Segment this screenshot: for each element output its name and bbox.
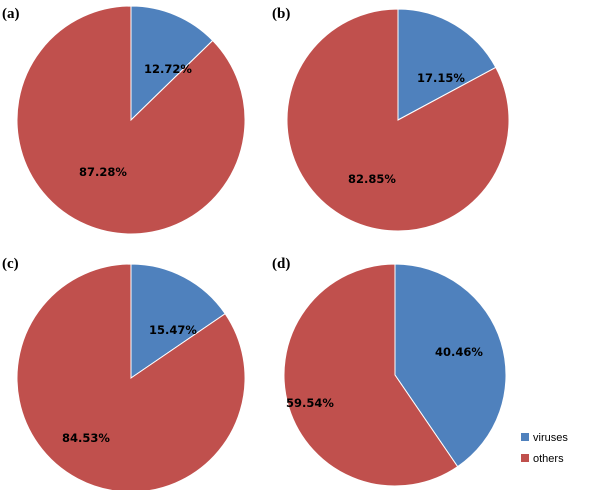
legend-label-viruses: viruses: [533, 432, 568, 444]
pie-a-slice-others: [16, 5, 246, 235]
panel-c: (c) 15.47% 84.53%: [2, 256, 246, 490]
pie-a-label-viruses: 12.72%: [144, 62, 192, 76]
pie-b-slice-others: [286, 8, 510, 232]
pie-d-label-others: 59.54%: [286, 396, 334, 410]
panel-d-label: (d): [272, 256, 290, 272]
pie-c-slice-others: [16, 263, 246, 490]
legend-swatch-viruses: [521, 433, 529, 441]
panel-b-label: (b): [272, 6, 290, 22]
panel-c-label: (c): [2, 256, 19, 272]
legend-label-others: others: [533, 453, 564, 465]
legend: viruses others: [521, 432, 568, 465]
panel-b: (b) 17.15% 82.85%: [272, 6, 510, 232]
pie-d-slice-viruses: [394, 263, 507, 468]
pie-c-label-viruses: 15.47%: [149, 323, 197, 337]
legend-swatch-others: [521, 454, 529, 462]
pie-d-label-viruses: 40.46%: [435, 345, 483, 359]
pie-b-label-others: 82.85%: [348, 172, 396, 186]
panel-a-label: (a): [2, 6, 20, 22]
pie-b-label-viruses: 17.15%: [417, 71, 465, 85]
pie-c: 15.47% 84.53%: [16, 263, 246, 490]
pie-a-label-others: 87.28%: [79, 165, 127, 179]
pie-a: 12.72% 87.28%: [16, 5, 246, 235]
pie-c-label-others: 84.53%: [62, 431, 110, 445]
pie-a-slice-viruses: [130, 5, 214, 122]
pie-b-slice-viruses: [397, 8, 497, 121]
pie-d-slice-others: [283, 263, 459, 487]
pie-c-slice-viruses: [130, 263, 226, 379]
pie-b: 17.15% 82.85%: [286, 8, 510, 232]
panel-d: (d) 40.46% 59.54%: [272, 256, 507, 487]
panel-a: (a) 12.72% 87.28%: [2, 5, 246, 235]
pie-d: 40.46% 59.54%: [283, 263, 507, 487]
